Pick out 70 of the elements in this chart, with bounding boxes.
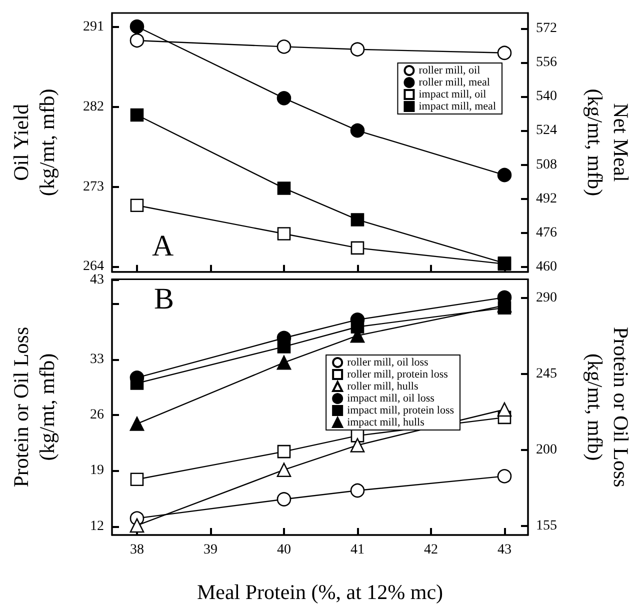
y-tick-label: 19 <box>90 463 104 478</box>
y-tick-label: 26 <box>90 408 104 423</box>
point <box>276 462 292 478</box>
x-tick-label: 39 <box>203 542 218 558</box>
point <box>130 416 144 431</box>
y-tick-label: 12 <box>90 518 104 534</box>
y2-tick-label: 290 <box>536 290 557 306</box>
y-tick-label: 282 <box>83 99 104 114</box>
point <box>130 19 144 34</box>
x-tick-label: 38 <box>130 542 144 558</box>
y2-tick-label: 460 <box>536 260 557 274</box>
y2-tick-label: 476 <box>536 225 557 240</box>
y2-tick-label: 556 <box>536 55 557 70</box>
point <box>277 227 291 240</box>
point <box>497 402 512 417</box>
point <box>350 42 365 56</box>
y2-axis-title: Protein or Oil Loss (kg/mt, mfb) <box>583 326 633 488</box>
x-tick-label: 40 <box>276 542 291 558</box>
y-tick-label: 33 <box>90 352 104 367</box>
y-tick-label: 264 <box>83 259 104 274</box>
annotation: A <box>152 230 174 262</box>
legend-label: roller mill, oil loss <box>347 356 428 368</box>
x-tick-label: 41 <box>350 542 364 558</box>
point <box>130 108 144 122</box>
point <box>276 492 292 506</box>
y2-tick-label: 572 <box>536 21 557 36</box>
legend-label: impact mill, meal <box>418 100 496 112</box>
x-tick-label: 42 <box>424 542 438 558</box>
point <box>350 241 364 255</box>
legend-label: impact mill, protein loss <box>347 404 454 416</box>
legend-label: roller mill, meal <box>418 76 490 88</box>
point <box>350 438 365 452</box>
y2-tick-label: 524 <box>536 123 557 138</box>
legend-label: impact mill, hulls <box>347 416 424 428</box>
y2-axis-title: Net Meal (kg/mt, mfb) <box>583 88 633 196</box>
point <box>130 198 144 212</box>
point <box>277 182 291 195</box>
point <box>497 46 512 60</box>
point <box>277 340 291 354</box>
y2-tick-label: 245 <box>536 366 557 382</box>
point <box>130 33 144 48</box>
legend-label: roller mill, oil <box>418 64 480 76</box>
legend-label: impact mill, oil loss <box>347 392 434 404</box>
y2-tick-label: 540 <box>536 89 557 104</box>
y-axis-title: Protein or Oil Loss (kg/mt, mfb) <box>9 326 59 488</box>
y2-tick-label: 492 <box>536 191 557 206</box>
x-tick-label: 43 <box>497 542 512 558</box>
point <box>130 472 144 486</box>
y2-tick-label: 508 <box>536 157 557 172</box>
point <box>350 213 364 226</box>
point <box>276 355 292 370</box>
legend-label: roller mill, protein loss <box>347 368 448 380</box>
y-tick-label: 273 <box>83 179 104 194</box>
point <box>350 483 365 498</box>
y-tick-label: 291 <box>83 20 104 35</box>
annotation: B <box>154 282 174 316</box>
point <box>350 123 365 138</box>
point <box>130 518 144 533</box>
y-tick-label: 43 <box>90 272 104 288</box>
point <box>276 40 292 54</box>
y2-tick-label: 155 <box>536 518 557 534</box>
y2-tick-label: 200 <box>536 442 557 458</box>
y-axis-title: Oil Yield (kg/mt, mfb) <box>9 88 59 196</box>
x-axis-title: Meal Protein (%, at 12% mc) <box>196 580 444 604</box>
point <box>276 91 292 106</box>
point <box>497 168 512 182</box>
point <box>497 469 512 484</box>
legend-label: roller mill, hulls <box>347 380 418 392</box>
point <box>277 444 291 458</box>
legend-label: impact mill, oil <box>418 88 486 100</box>
